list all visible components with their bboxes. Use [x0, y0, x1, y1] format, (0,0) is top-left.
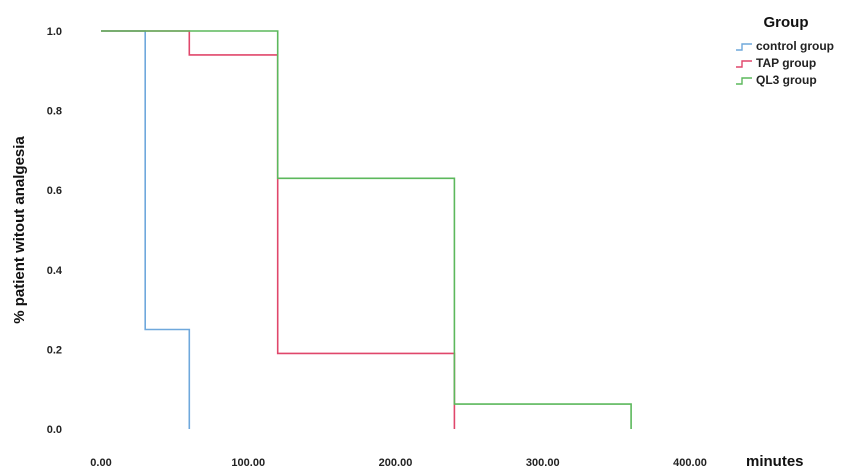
- y-tick-label: 0.8: [47, 106, 62, 118]
- legend-label: control group: [756, 39, 834, 53]
- legend-swatch: [736, 77, 752, 85]
- y-axis-title: % patient witout analgesia: [11, 136, 28, 324]
- x-axis-title: minutes: [746, 453, 804, 470]
- y-tick-label: 1.0: [47, 26, 62, 38]
- x-tick-label: 200.00: [379, 457, 413, 469]
- x-axis: 0.00 100.00 200.00 300.00 400.00: [90, 457, 707, 469]
- legend-swatch: [736, 60, 752, 68]
- legend-items: control group TAP group QL3 group: [736, 39, 834, 87]
- y-tick-label: 0.0: [47, 424, 62, 436]
- y-tick-label: 0.4: [47, 265, 63, 277]
- legend-title: Group: [764, 14, 809, 31]
- x-tick-label: 400.00: [673, 457, 707, 469]
- legend: Group control group TAP group QL3 group: [736, 14, 834, 87]
- series-line-ql3-group: [101, 30, 632, 429]
- series-line-control-group: [101, 30, 191, 429]
- x-tick-label: 100.00: [231, 457, 265, 469]
- legend-swatch: [736, 43, 752, 51]
- series-layer: [101, 30, 632, 429]
- y-tick-label: 0.2: [47, 344, 62, 356]
- legend-label: TAP group: [756, 56, 816, 70]
- legend-label: QL3 group: [756, 73, 817, 87]
- y-axis: 0.0 0.2 0.4 0.6 0.8 1.0: [47, 26, 63, 436]
- x-tick-label: 0.00: [90, 457, 111, 469]
- x-tick-label: 300.00: [526, 457, 560, 469]
- y-tick-label: 0.6: [47, 185, 62, 197]
